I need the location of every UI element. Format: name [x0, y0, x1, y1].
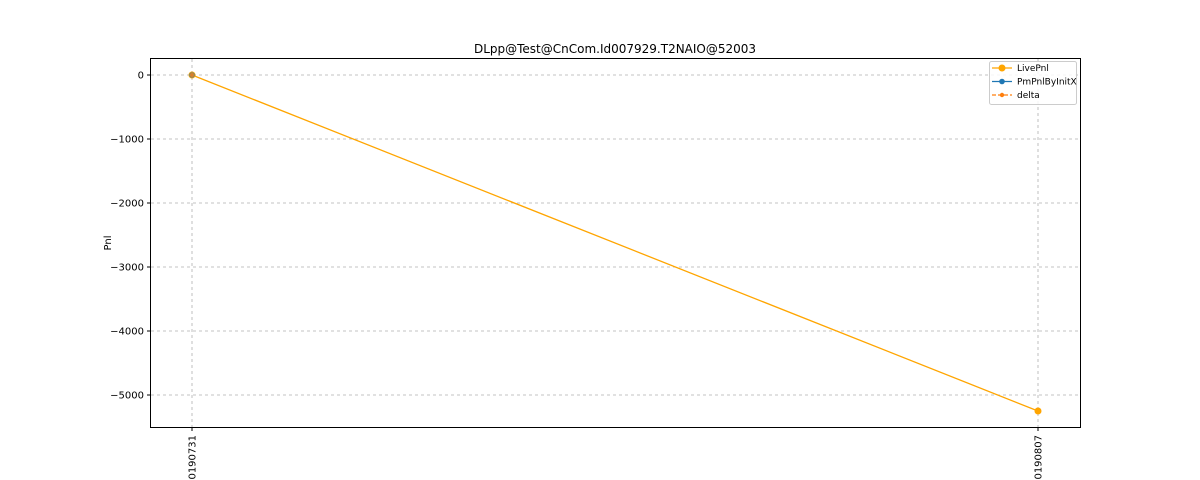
x-axis: 20190731 20190807	[188, 427, 1045, 480]
y-tick-label: −5000	[110, 391, 144, 402]
y-tick-label: −1000	[110, 135, 144, 146]
legend-label-PmPnlByInitX: PmPnlByInitX	[1017, 78, 1077, 88]
data-point-delta	[189, 72, 195, 78]
legend: LivePnl PmPnlByInitX delta	[989, 61, 1077, 105]
grid	[151, 59, 1080, 427]
data-point-LivePnl	[1034, 407, 1042, 415]
chart-title: DLpp@Test@CnCom.Id007929.T2NAIO@52003	[474, 42, 756, 56]
legend-marker-PmPnlByInitX	[999, 78, 1005, 85]
y-tick-label: 0	[138, 71, 144, 82]
legend-label-LivePnl: LivePnl	[1017, 64, 1049, 74]
plot-frame	[150, 58, 1081, 428]
legend-marker-LivePnl	[998, 64, 1006, 72]
y-axis: 0 −1000 −2000 −3000 −4000 −5000	[110, 71, 151, 402]
y-axis-label: Pnl	[103, 236, 114, 251]
y-tick-label: −4000	[110, 327, 144, 338]
y-tick-label: −2000	[110, 199, 144, 210]
x-tick-label: 20190807	[1034, 435, 1045, 480]
legend-label-delta: delta	[1017, 91, 1040, 101]
series-line-LivePnl	[191, 74, 1039, 412]
legend-marker-delta	[999, 92, 1005, 98]
legend-frame	[989, 61, 1077, 105]
legend-items: LivePnl PmPnlByInitX delta	[992, 64, 1077, 101]
x-tick-label: 20190731	[188, 435, 199, 480]
series-layer	[188, 71, 1042, 415]
y-tick-label: −3000	[110, 263, 144, 274]
